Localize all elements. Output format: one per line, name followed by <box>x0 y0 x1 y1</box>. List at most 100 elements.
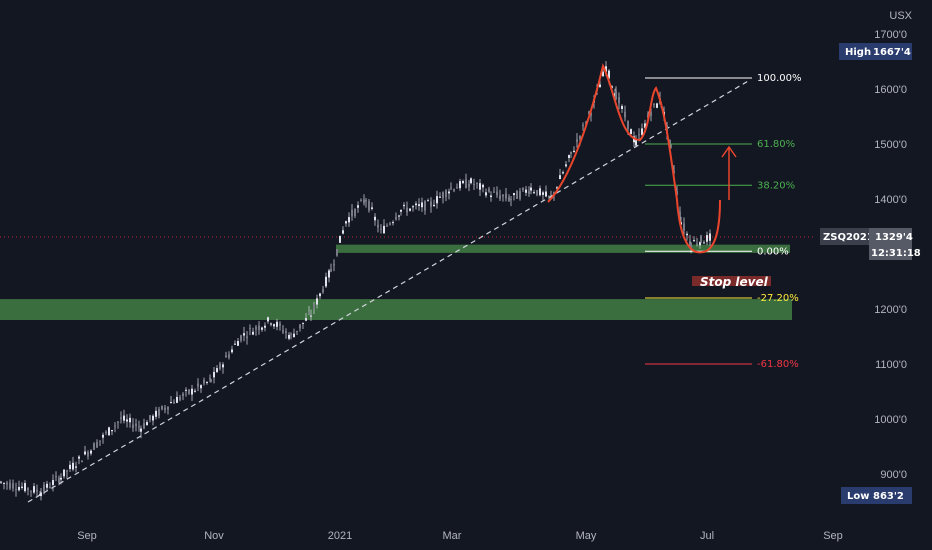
candle <box>510 196 512 207</box>
x-axis: Sep Nov 2021 Mar May Jul Sep <box>77 530 843 542</box>
candle <box>345 220 347 227</box>
candle <box>615 86 617 101</box>
candle <box>282 325 284 335</box>
candle <box>436 190 438 209</box>
candle <box>412 204 414 212</box>
candle <box>293 328 295 338</box>
candle <box>249 324 251 336</box>
candle <box>322 285 324 294</box>
candle <box>656 102 658 109</box>
candle <box>330 263 332 273</box>
candle <box>78 455 80 465</box>
candle <box>90 449 92 456</box>
candle <box>421 197 423 212</box>
candle <box>686 231 688 241</box>
candle <box>55 471 57 482</box>
candle <box>536 189 538 197</box>
candle <box>296 330 298 336</box>
fib-level-label: 100.00% <box>757 73 802 84</box>
candle <box>185 387 187 397</box>
candle <box>170 396 172 404</box>
candle <box>448 188 450 200</box>
candle <box>430 197 432 213</box>
candle <box>105 430 107 436</box>
candle <box>360 198 362 202</box>
symbol-badge <box>820 228 869 245</box>
trendline-support[interactable] <box>27 79 751 503</box>
candle <box>21 482 23 490</box>
trendlines-group <box>0 79 815 503</box>
candle <box>618 92 620 110</box>
fib-level-label: -61.80% <box>757 359 799 370</box>
candle <box>641 123 643 137</box>
candle <box>545 185 547 198</box>
high-badge <box>839 43 912 60</box>
candle <box>308 305 310 316</box>
candle <box>462 179 464 185</box>
candle <box>415 201 417 210</box>
candle <box>488 186 490 193</box>
candle <box>445 189 447 202</box>
low-label: Low <box>847 491 869 502</box>
candles-group <box>0 61 711 501</box>
candle <box>167 406 169 415</box>
candle <box>33 483 35 495</box>
candle <box>316 294 318 309</box>
candle <box>439 192 441 198</box>
candle <box>243 326 245 342</box>
candle <box>635 135 637 148</box>
candle <box>87 450 89 460</box>
high-label: High <box>845 47 871 58</box>
candle <box>576 133 578 148</box>
support-zone[interactable] <box>0 299 792 320</box>
candle <box>398 214 400 221</box>
countdown: 12:31:18 <box>871 248 921 259</box>
candle <box>485 188 487 198</box>
candle <box>219 361 221 371</box>
candle <box>210 378 212 383</box>
high-value: 1667'4 <box>873 47 911 58</box>
fib-level-label: 0.00% <box>757 246 789 257</box>
zones-group <box>0 244 792 320</box>
candle <box>442 191 444 204</box>
y-tick-label: 1000'0 <box>874 414 907 426</box>
candle <box>406 201 408 216</box>
candle <box>427 198 429 202</box>
candle <box>149 415 151 423</box>
candle <box>313 301 315 314</box>
candle <box>60 473 62 485</box>
stop-level-label: Stop level <box>700 275 769 289</box>
candle <box>336 249 338 257</box>
candle <box>696 238 698 247</box>
candle <box>234 340 236 346</box>
candle <box>72 456 74 472</box>
candle <box>400 209 402 216</box>
fib-level-label: -27.20% <box>757 293 799 304</box>
candle <box>216 365 218 373</box>
candle <box>3 482 5 490</box>
x-tick-label: Nov <box>204 530 224 542</box>
candle <box>279 321 281 331</box>
candle <box>138 420 140 432</box>
candle <box>528 186 530 197</box>
candle <box>380 224 382 234</box>
candle <box>490 191 492 202</box>
candle <box>468 180 470 192</box>
candle <box>52 474 54 492</box>
candle <box>453 188 455 193</box>
candle <box>351 204 353 221</box>
arrow-up-icon <box>721 145 737 200</box>
candle <box>499 189 501 202</box>
support-zone[interactable] <box>336 244 790 253</box>
candle <box>703 240 705 244</box>
y-tick-label: 900'0 <box>880 469 907 481</box>
candle <box>386 223 388 227</box>
candle <box>182 392 184 401</box>
candle <box>706 231 708 246</box>
candle <box>418 198 420 211</box>
candle <box>383 219 385 234</box>
price-axis[interactable] <box>815 0 932 550</box>
candle <box>179 394 181 402</box>
candle <box>161 405 163 411</box>
